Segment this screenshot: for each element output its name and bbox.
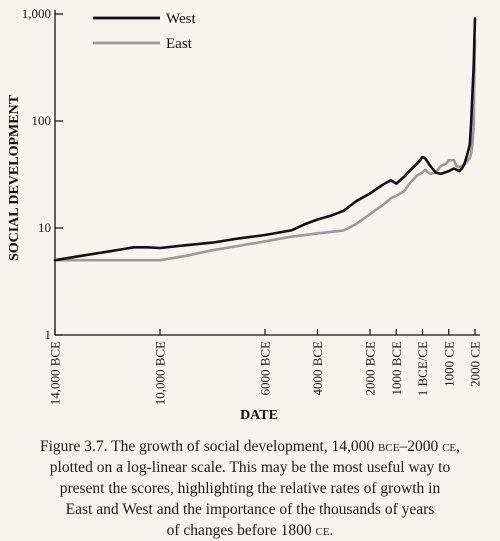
figure-caption: Figure 3.7. The growth of social develop… (0, 436, 500, 541)
y-tick-label: 1,000 (22, 6, 51, 21)
x-tick-label: 14,000 BCE (48, 341, 63, 405)
legend-label-east: East (166, 36, 193, 52)
x-tick-label: 1000 CE (441, 341, 456, 387)
series-line-west (53, 17, 477, 262)
caption-line-2: plotted on a log-linear scale. This may … (49, 459, 451, 476)
social-development-chart: 1 10 100 1,000 14,000 BCE 10,000 BCE 6000 BCE… (7, 6, 483, 423)
x-tick-label: 2000 BCE (363, 341, 378, 396)
x-tick-label: 10,000 BCE (153, 341, 168, 405)
x-tick-label: 4000 BCE (310, 341, 325, 396)
x-axis-title: DATE (240, 408, 278, 423)
legend-label-west: West (166, 11, 196, 27)
y-axis-title: SOCIAL DEVELOPMENT (7, 94, 22, 261)
x-tick-label: 6000 BCE (258, 341, 273, 396)
y-tick-label: 100 (32, 113, 52, 128)
caption-line-5: of changes before 1800 ce. (166, 522, 334, 539)
x-tick-label: 1 BCE/CE (415, 341, 430, 396)
series-line-east (53, 39, 477, 262)
caption-line-3: present the scores, highlighting the rel… (59, 480, 441, 497)
caption-line-1: Figure 3.7. The growth of social develop… (39, 438, 461, 455)
y-tick-label: 1 (45, 327, 52, 342)
y-axis: 1 10 100 1,000 (22, 6, 63, 342)
y-tick-label: 10 (38, 220, 51, 235)
series-layer (53, 17, 477, 262)
legend: West East (93, 11, 196, 52)
x-tick-label: 1000 BCE (389, 341, 404, 396)
caption-line-4: East and West and the importance of the … (65, 501, 435, 518)
x-tick-label: 2000 CE (468, 341, 483, 387)
x-axis: 14,000 BCE 10,000 BCE 6000 BCE 4000 BCE 2000… (48, 329, 483, 405)
